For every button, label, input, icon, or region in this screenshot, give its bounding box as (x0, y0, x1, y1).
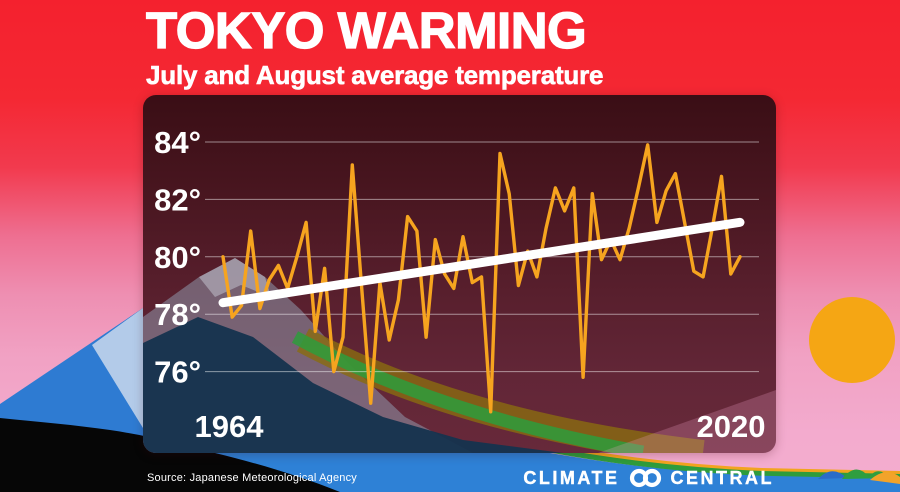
climate-central-logo: CLIMATE CENTRAL (523, 467, 774, 489)
temperature-data-line (221, 143, 742, 414)
y-axis-tick-label: 78° (154, 297, 201, 332)
x-axis-label: 2020 (697, 409, 766, 444)
page-subtitle: July and August average temperature (146, 59, 604, 90)
x-axis-label: 1964 (195, 409, 265, 444)
pink-glow-through-panel (598, 390, 776, 453)
y-axis-tick-label: 84° (154, 125, 201, 160)
blue-wave-hill (818, 471, 847, 479)
page-title: TOKYO WARMING (145, 2, 587, 59)
temperature-chart: 84° 82° 80° 78° 76° 1964 2020 (154, 125, 766, 444)
logo-word-central: CENTRAL (670, 467, 774, 488)
y-axis-tick-label: 76° (154, 355, 201, 390)
chart-panel: 84° 82° 80° 78° 76° 1964 2020 (143, 95, 776, 453)
logo-word-climate: CLIMATE (523, 467, 620, 488)
header: TOKYO WARMING July and August average te… (145, 2, 604, 90)
fuji-snowcap (92, 308, 143, 428)
foreground-silhouette (0, 418, 340, 492)
trend-line (218, 217, 745, 308)
green-hill-through-panel (291, 331, 645, 453)
sun-icon (809, 297, 895, 383)
source-attribution: Source: Japanese Meteorological Agency (147, 472, 358, 484)
snowcap-through-panel (199, 258, 271, 297)
y-axis-tick-label: 80° (154, 240, 201, 275)
orange-hill (870, 472, 900, 484)
dark-foothill-through-panel (143, 317, 563, 453)
interlocking-rings-icon (629, 468, 661, 488)
y-axis-tick-label: 82° (154, 182, 201, 217)
